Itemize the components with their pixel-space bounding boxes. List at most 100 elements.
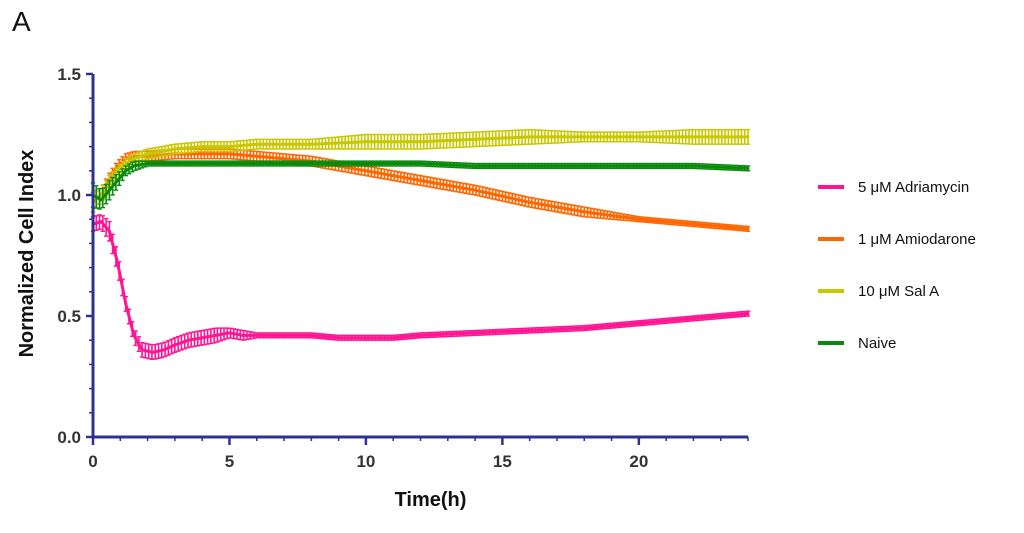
series-2-point — [146, 152, 150, 156]
series-3-point — [419, 162, 422, 166]
series-3-point — [132, 164, 136, 168]
x-tick-label: 20 — [629, 452, 648, 471]
series-3-point — [200, 162, 204, 166]
series-2-point — [132, 157, 136, 161]
series-0-point — [241, 333, 245, 337]
x-axis-title: Time(h) — [395, 489, 467, 511]
series-2-point — [200, 145, 204, 149]
series-0-point — [337, 336, 341, 340]
x-tick-label: 0 — [88, 452, 97, 471]
series-0-point — [637, 321, 641, 325]
series-0-point — [419, 333, 422, 337]
series-2-point — [637, 135, 641, 139]
series-0-point — [99, 220, 103, 224]
series-0-point — [691, 316, 695, 320]
series-3-point — [473, 164, 477, 168]
series-0-point — [107, 229, 111, 233]
series-3-point — [99, 198, 103, 202]
series-0-point — [162, 348, 166, 352]
series-1-point — [200, 152, 204, 156]
series-2-point — [309, 142, 313, 146]
series-2-point — [746, 135, 750, 139]
legend: 5 μM Adriamycin 1 μM Amiodarone 10 μM Sal … — [818, 179, 976, 352]
series-0-point — [746, 312, 750, 316]
series-2-group — [90, 128, 751, 213]
series-3-point — [637, 164, 641, 168]
legend-label: 5 μM Adriamycin — [858, 179, 969, 196]
x-tick-label: 15 — [493, 452, 512, 471]
legend-label: 1 μM Amiodarone — [858, 231, 976, 248]
series-0-point — [582, 326, 586, 330]
series-0-point — [473, 331, 477, 335]
series-2-point — [473, 137, 477, 141]
series-1-point — [282, 157, 286, 161]
series-3-point — [107, 188, 111, 192]
series-1-point — [746, 227, 750, 231]
x-tick-label: 10 — [356, 452, 375, 471]
axes: 0.0 0.5 1.0 1.5 0 5 10 15 20 — [57, 65, 749, 471]
series-0-point — [282, 333, 286, 337]
series-3-line — [92, 162, 749, 202]
legend-label: Naive — [858, 335, 896, 352]
series-2-point — [124, 162, 128, 166]
legend-label: 10 μM Sal A — [858, 283, 939, 300]
series-1-point — [255, 154, 259, 158]
series-1-point — [637, 217, 641, 221]
series-0-point — [140, 348, 144, 352]
y-tick-label: 0.5 — [57, 307, 81, 326]
series-0-point — [200, 336, 204, 340]
series-0-point — [173, 343, 177, 347]
legend-item: Naive — [818, 335, 896, 352]
series-1-point — [227, 152, 231, 156]
series-3-point — [116, 178, 120, 182]
series-3-point — [309, 162, 313, 166]
panel-label: A — [12, 6, 31, 37]
series-2-line — [92, 135, 748, 204]
series-2-point — [419, 140, 422, 144]
legend-item: 1 μM Amiodarone — [818, 231, 976, 248]
series-2-point — [173, 147, 177, 151]
y-tick-label: 0.0 — [57, 428, 81, 447]
y-tick-label: 1.5 — [57, 65, 81, 84]
plot-marks — [90, 128, 751, 361]
series-2-point — [691, 135, 695, 139]
series-2-point — [255, 142, 259, 146]
series-1-point — [473, 188, 477, 192]
series-3-point — [582, 164, 586, 168]
series-0-point — [151, 350, 155, 354]
series-0-line — [92, 220, 749, 354]
series-0-point — [214, 333, 218, 337]
y-tick-label: 1.0 — [57, 186, 81, 205]
series-3-point — [528, 164, 532, 168]
series-3-point — [227, 162, 231, 166]
series-0-point — [132, 333, 136, 337]
series-3-point — [364, 162, 368, 166]
series-0-point — [364, 336, 368, 340]
series-0-point — [391, 336, 395, 340]
series-0-point — [187, 338, 191, 342]
series-2-point — [364, 140, 368, 144]
series-0-group — [90, 214, 751, 361]
x-tick-label: 5 — [225, 452, 234, 471]
legend-item: 5 μM Adriamycin — [818, 179, 969, 196]
series-1-point — [528, 200, 532, 204]
series-0-point — [255, 333, 259, 337]
series-0-point — [528, 329, 532, 333]
series-3-point — [691, 164, 695, 168]
series-3-point — [746, 166, 750, 170]
series-1-point — [364, 169, 368, 173]
series-0-point — [309, 333, 313, 337]
series-0-point — [124, 302, 128, 306]
series-2-point — [99, 193, 103, 197]
y-axis-title: Normalized Cell Index — [16, 150, 38, 358]
series-3-point — [255, 162, 259, 166]
series-1-point — [419, 178, 422, 182]
series-2-point — [582, 135, 586, 139]
series-3-group — [90, 160, 751, 210]
legend-item: 10 μM Sal A — [818, 283, 939, 300]
series-0-point — [227, 331, 231, 335]
series-3-point — [173, 162, 177, 166]
series-2-point — [227, 145, 231, 149]
